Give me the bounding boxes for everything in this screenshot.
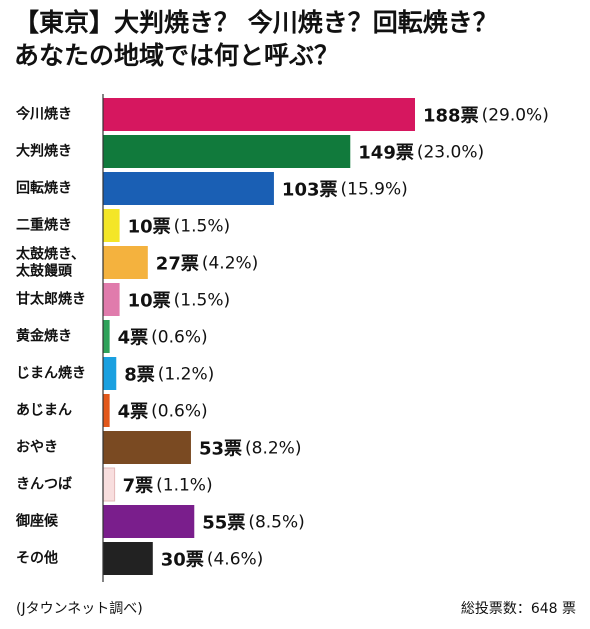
category-label: 黄金焼き: [16, 328, 72, 345]
category-label: あじまん: [16, 403, 72, 419]
category-label: きんつば: [16, 477, 72, 493]
category-label: 今川焼き: [15, 106, 72, 123]
total-votes-note: 総投票数：648 票: [460, 601, 576, 617]
chart-title: 【東京】大判焼き？ 今川焼き？回転焼き？ あなたの地域では何と呼ぶ？: [14, 6, 584, 72]
bar: [103, 320, 110, 353]
bar: [103, 246, 148, 279]
category-label: おやき: [16, 440, 58, 456]
value-label: 8票 (1.2%): [124, 364, 214, 385]
bar: [103, 505, 195, 538]
value-label: 103票 (15.9%): [282, 179, 408, 200]
bar: [103, 209, 120, 242]
value-label: 149票 (23.0%): [358, 142, 484, 163]
bar: [103, 394, 110, 427]
bar: [103, 431, 191, 464]
category-label: 御座候: [15, 513, 59, 530]
category-label: その他: [16, 550, 58, 567]
value-label: 30票 (4.6%): [161, 549, 264, 570]
value-label: 53票 (8.2%): [199, 438, 302, 459]
bar: [103, 357, 117, 390]
value-label: 7票 (1.1%): [123, 475, 213, 496]
value-label: 4票 (0.6%): [118, 401, 208, 422]
chart-title-line-2: あなたの地域では何と呼ぶ？: [14, 41, 340, 70]
value-label: 10票 (1.5%): [128, 290, 231, 311]
bar: [102, 467, 116, 502]
value-label: 188票 (29.0%): [423, 105, 549, 126]
category-label: 二重焼き: [16, 217, 72, 234]
category-label: 回転焼き: [16, 180, 72, 197]
source-note: (Jタウンネット調べ): [16, 601, 143, 617]
category-label: 太鼓焼き、太鼓饅頭: [16, 246, 85, 280]
bar: [103, 98, 415, 131]
category-label: 甘太郎焼き: [16, 291, 86, 308]
chart-title-line-1: 【東京】大判焼き？ 今川焼き？回転焼き？: [14, 8, 498, 37]
category-label: 大判焼き: [16, 143, 72, 160]
bar: [103, 172, 274, 205]
bar: [103, 542, 153, 575]
value-label: 4票 (0.6%): [118, 327, 208, 348]
category-label: じまん焼き: [16, 365, 86, 382]
bar: [103, 283, 120, 316]
value-label: 27票 (4.2%): [156, 253, 259, 274]
value-label: 10票 (1.5%): [128, 216, 231, 237]
bar: [103, 135, 351, 168]
value-label: 55票 (8.5%): [202, 512, 305, 533]
